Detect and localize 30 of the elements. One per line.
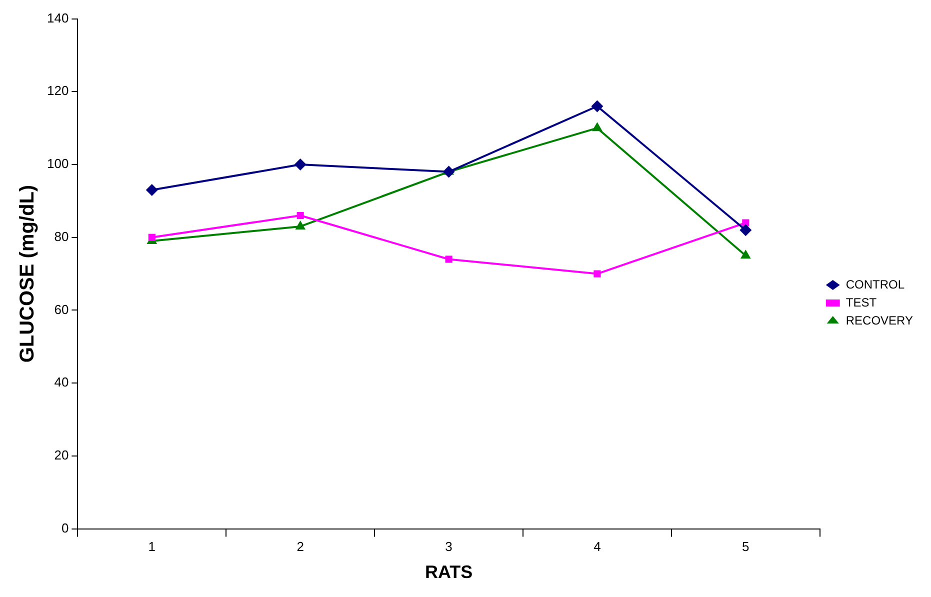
- point: [740, 250, 751, 259]
- y-tick-label: 80: [54, 228, 69, 244]
- y-tick-label: 120: [46, 83, 69, 98]
- point: [592, 122, 602, 132]
- y-tick-label: 20: [54, 448, 69, 463]
- y-tick-label: 140: [46, 10, 69, 26]
- x-tick-label: 5: [742, 539, 750, 554]
- legend-label: RECOVERY: [846, 313, 914, 328]
- x-tick-label: 2: [296, 539, 304, 554]
- legend-label: CONTROL: [846, 277, 905, 292]
- y-axis-title: GLUCOSE (mg/dL): [16, 184, 39, 363]
- legend-label: TEST: [846, 295, 878, 310]
- x-tick-label: 4: [594, 539, 601, 554]
- point: [295, 220, 306, 230]
- y-tick-label: 40: [54, 374, 69, 390]
- point: [594, 270, 601, 278]
- y-tick-label: 60: [54, 302, 69, 317]
- y-tick-label: 0: [61, 520, 69, 536]
- point: [146, 184, 158, 196]
- point: [442, 166, 455, 178]
- point: [294, 158, 306, 171]
- point: [148, 234, 156, 241]
- x-axis-title: RATS: [424, 562, 473, 582]
- y-tick-label: 100: [46, 156, 69, 172]
- x-tick-label: 1: [148, 539, 156, 554]
- point: [740, 224, 752, 236]
- x-tick-label: 3: [445, 539, 452, 554]
- point: [591, 100, 604, 112]
- point: [445, 256, 452, 263]
- point: [296, 212, 304, 220]
